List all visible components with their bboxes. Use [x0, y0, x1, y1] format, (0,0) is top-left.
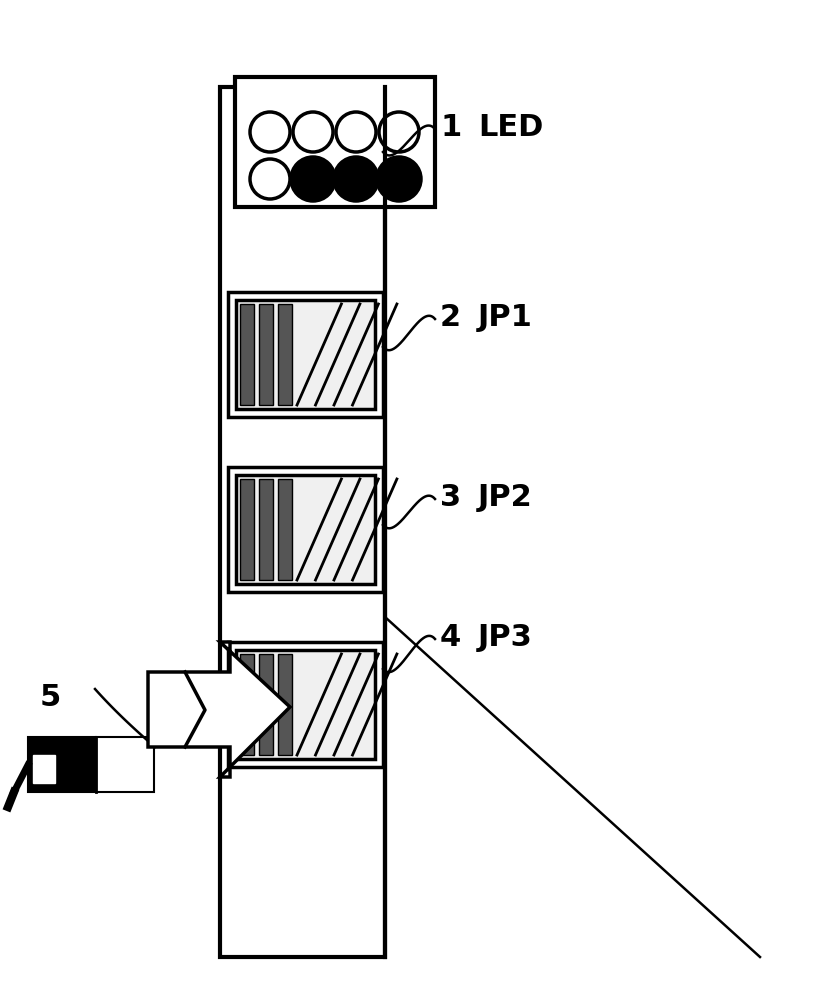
Circle shape [336, 112, 376, 152]
Bar [28, 737, 96, 792]
Circle shape [293, 112, 333, 152]
Polygon shape [148, 642, 290, 777]
Bar [278, 654, 292, 755]
Bar [278, 479, 292, 580]
Text: JP1: JP1 [478, 302, 533, 331]
Bar [259, 304, 273, 405]
Bar [236, 300, 375, 409]
Text: 4: 4 [440, 622, 461, 652]
Bar [240, 654, 254, 755]
Circle shape [377, 157, 421, 201]
Text: 1: 1 [440, 113, 461, 142]
Bar [236, 300, 375, 409]
Circle shape [250, 112, 290, 152]
Bar [228, 642, 383, 767]
Bar [228, 467, 383, 592]
Circle shape [291, 157, 335, 201]
Bar [278, 304, 292, 405]
Text: 5: 5 [40, 683, 61, 712]
Bar [240, 304, 254, 405]
Text: JP2: JP2 [478, 482, 533, 512]
Bar [236, 475, 375, 584]
Text: LED: LED [478, 113, 544, 142]
Bar [96, 737, 154, 792]
Circle shape [334, 157, 378, 201]
Bar [236, 650, 375, 759]
Circle shape [250, 159, 290, 199]
Bar [220, 87, 385, 957]
Bar [236, 650, 375, 759]
Text: 2: 2 [440, 302, 461, 331]
Bar [259, 479, 273, 580]
Bar [236, 475, 375, 584]
Bar [33, 755, 55, 783]
Bar [235, 77, 435, 207]
Text: JP3: JP3 [478, 622, 533, 652]
Circle shape [379, 112, 419, 152]
Bar [240, 479, 254, 580]
Text: 3: 3 [440, 482, 461, 512]
Bar [259, 654, 273, 755]
Bar [228, 292, 383, 417]
